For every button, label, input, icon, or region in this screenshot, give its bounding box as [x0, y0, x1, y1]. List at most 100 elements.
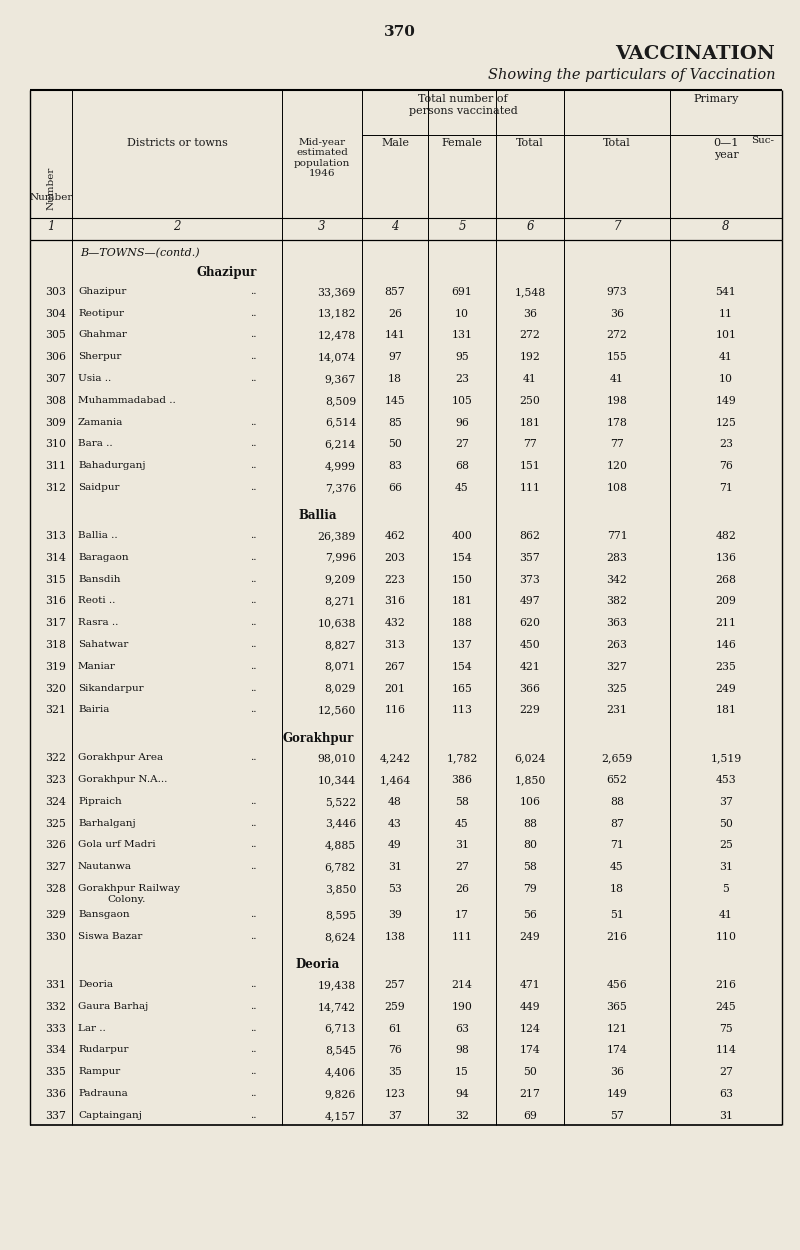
Text: 50: 50 — [388, 439, 402, 449]
Text: 311: 311 — [45, 461, 66, 471]
Text: 36: 36 — [523, 309, 537, 319]
Text: B—TOWNS—(contd.): B—TOWNS—(contd.) — [80, 248, 200, 259]
Text: 257: 257 — [385, 980, 406, 990]
Text: ..: .. — [250, 1068, 257, 1076]
Text: Maniar: Maniar — [78, 661, 116, 671]
Text: 324: 324 — [45, 796, 66, 806]
Text: ..: .. — [250, 1089, 257, 1098]
Text: Padrauna: Padrauna — [78, 1089, 128, 1098]
Text: ..: .. — [250, 840, 257, 850]
Text: Sikandarpur: Sikandarpur — [78, 684, 144, 692]
Text: 453: 453 — [716, 775, 736, 785]
Text: 229: 229 — [519, 705, 541, 715]
Text: Number: Number — [30, 194, 73, 202]
Text: 50: 50 — [523, 1068, 537, 1078]
Text: Nautanwa: Nautanwa — [78, 862, 132, 871]
Text: 83: 83 — [388, 461, 402, 471]
Text: 41: 41 — [610, 374, 624, 384]
Text: Rasra ..: Rasra .. — [78, 618, 118, 628]
Text: ..: .. — [250, 819, 257, 828]
Text: 223: 223 — [385, 575, 406, 585]
Text: Baragaon: Baragaon — [78, 552, 129, 561]
Text: 69: 69 — [523, 1111, 537, 1121]
Text: 149: 149 — [606, 1089, 627, 1099]
Text: 138: 138 — [385, 932, 406, 942]
Text: ..: .. — [250, 705, 257, 714]
Text: 61: 61 — [388, 1024, 402, 1034]
Text: 45: 45 — [455, 819, 469, 829]
Text: 322: 322 — [45, 754, 66, 764]
Text: ..: .. — [250, 754, 257, 762]
Text: 272: 272 — [519, 330, 541, 340]
Text: 85: 85 — [388, 418, 402, 428]
Text: 48: 48 — [388, 796, 402, 806]
Text: 106: 106 — [519, 796, 541, 806]
Text: 973: 973 — [606, 286, 627, 296]
Text: 27: 27 — [455, 862, 469, 872]
Text: 95: 95 — [455, 352, 469, 362]
Text: 7,996: 7,996 — [325, 552, 356, 562]
Text: 4,157: 4,157 — [325, 1111, 356, 1121]
Text: 58: 58 — [455, 796, 469, 806]
Text: 101: 101 — [715, 330, 737, 340]
Text: ..: .. — [250, 618, 257, 628]
Text: 43: 43 — [388, 819, 402, 829]
Text: 320: 320 — [45, 684, 66, 694]
Text: 268: 268 — [715, 575, 737, 585]
Text: 272: 272 — [606, 330, 627, 340]
Text: 267: 267 — [385, 661, 406, 671]
Text: Total: Total — [603, 138, 631, 148]
Text: 337: 337 — [45, 1111, 66, 1121]
Text: 76: 76 — [388, 1045, 402, 1055]
Text: 154: 154 — [452, 661, 472, 671]
Text: 316: 316 — [385, 596, 406, 606]
Text: 331: 331 — [45, 980, 66, 990]
Text: Total: Total — [516, 138, 544, 148]
Text: 14,742: 14,742 — [318, 1001, 356, 1011]
Text: 45: 45 — [455, 482, 469, 492]
Text: 33,369: 33,369 — [318, 286, 356, 296]
Text: 652: 652 — [606, 775, 627, 785]
Text: 8,029: 8,029 — [325, 684, 356, 694]
Text: Deoria: Deoria — [296, 959, 340, 971]
Text: 146: 146 — [715, 640, 737, 650]
Text: 400: 400 — [451, 531, 473, 541]
Text: 5,522: 5,522 — [325, 796, 356, 806]
Text: 96: 96 — [455, 418, 469, 428]
Text: Zamania: Zamania — [78, 418, 123, 426]
Text: 19,438: 19,438 — [318, 980, 356, 990]
Text: 309: 309 — [45, 418, 66, 428]
Text: 250: 250 — [519, 396, 541, 406]
Text: Primary: Primary — [694, 94, 738, 104]
Text: 63: 63 — [455, 1024, 469, 1034]
Text: 304: 304 — [45, 309, 66, 319]
Text: 71: 71 — [719, 482, 733, 492]
Text: 15: 15 — [455, 1068, 469, 1078]
Text: 87: 87 — [610, 819, 624, 829]
Text: 313: 313 — [45, 531, 66, 541]
Text: 75: 75 — [719, 1024, 733, 1034]
Text: ..: .. — [250, 330, 257, 339]
Text: 313: 313 — [385, 640, 406, 650]
Text: 249: 249 — [716, 684, 736, 694]
Text: 8: 8 — [722, 220, 730, 232]
Text: 26: 26 — [455, 884, 469, 894]
Text: 691: 691 — [451, 286, 473, 296]
Text: 1: 1 — [47, 220, 54, 232]
Text: Bairia: Bairia — [78, 705, 110, 714]
Text: Colony.: Colony. — [107, 895, 146, 904]
Text: Gola urf Madri: Gola urf Madri — [78, 840, 156, 850]
Text: 27: 27 — [719, 1068, 733, 1078]
Text: 116: 116 — [385, 705, 406, 715]
Text: 88: 88 — [610, 796, 624, 806]
Text: Rudarpur: Rudarpur — [78, 1045, 129, 1055]
Text: 421: 421 — [519, 661, 541, 671]
Text: 217: 217 — [519, 1089, 541, 1099]
Text: 4,406: 4,406 — [325, 1068, 356, 1078]
Text: ..: .. — [250, 286, 257, 296]
Text: 10,638: 10,638 — [318, 618, 356, 628]
Text: ..: .. — [250, 552, 257, 561]
Text: 31: 31 — [455, 840, 469, 850]
Text: Female: Female — [442, 138, 482, 148]
Text: ..: .. — [250, 1024, 257, 1032]
